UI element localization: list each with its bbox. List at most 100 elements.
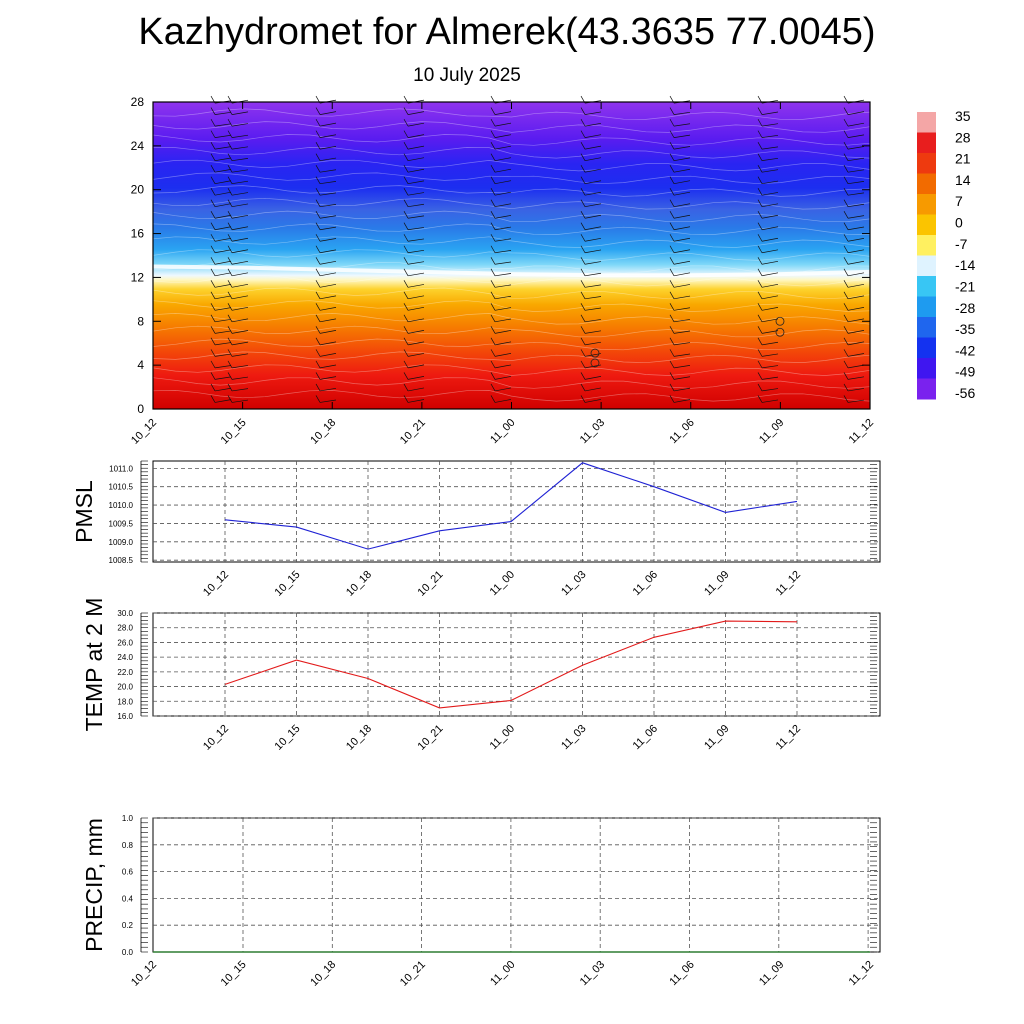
color-bar-swatch [917,153,936,174]
wind-barb [315,222,337,231]
wind-barb [315,337,337,346]
y-tick-label: 26.0 [117,638,133,647]
x-tick-label: 11_03 [559,723,589,753]
y-tick-label: 1009.5 [109,519,134,528]
wind-barb [315,349,337,357]
wind-barb [210,245,232,254]
isotherm-line [152,185,871,197]
wind-barb [227,314,249,323]
wind-barb [315,141,337,150]
isotherm-line [152,210,871,223]
wind-barb [315,360,337,369]
wind-barb [490,280,512,288]
isotherm-line [152,108,871,120]
wind-barb [843,188,865,196]
x-tick-label: 10_15 [273,723,303,753]
wind-barb [403,141,425,150]
wind-barb [490,188,512,196]
wind-barb [403,372,425,380]
panel-1: 1008.5 1009.0 1009.5 1010.0 1010.5 1011.0 10_1… [71,460,881,599]
panel-3: 0.0 0.2 0.4 0.6 0.8 1.0 10_12 10_15 10_18 10_21 11… [81,814,881,989]
wind-barb [580,291,602,300]
wind-barb [757,337,779,346]
wind-barb [403,245,425,254]
color-bar-swatch [917,132,936,154]
wind-barb [757,291,779,300]
wind-barb [315,176,337,185]
wind-barb [843,280,865,288]
wind-barb [210,118,232,127]
x-tick-label: 10_15 [219,417,249,447]
wind-barb [669,395,691,403]
wind-barb [227,372,249,380]
wind-barb [669,257,691,265]
wind-barb [227,199,249,208]
x-tick-label: 11_12 [774,723,804,753]
y-tick-label: 30.0 [117,609,133,618]
y-tick-label: 12 [131,270,145,284]
wind-barb [669,349,691,357]
wind-barb [669,141,691,150]
y-tick-label: 24.0 [117,653,133,662]
wind-barb [315,199,337,208]
wind-barb [210,107,232,115]
x-tick-label: 11_00 [488,959,518,989]
wind-barb [580,337,602,346]
wind-barb [490,222,512,231]
y-tick-label: 1008.5 [109,556,134,565]
wind-barb [227,291,249,300]
y-tick-label: 20.0 [117,683,133,692]
y-tick-label: 16 [131,227,145,241]
color-bar-swatch [917,337,936,359]
wind-barb [227,360,249,369]
wind-barb [843,303,865,311]
wind-barb [757,164,779,173]
wind-barb [757,199,779,208]
wind-barb [315,395,337,403]
wind-barb [757,360,779,369]
color-bar-swatch [917,378,936,400]
wind-barb [757,383,779,392]
wind-barb [403,303,425,311]
wind-barb [403,222,425,231]
x-tick-label: 10_15 [273,569,303,599]
x-tick-label: 10_12 [129,959,159,989]
panel-frame [152,817,881,953]
wind-barb [580,395,602,403]
calm-wind-circle [775,327,785,337]
wind-barb [843,130,865,138]
wind-barb [403,199,425,208]
x-tick-label: 11_09 [757,417,787,447]
isotherm-line [152,300,871,312]
wind-barb [580,326,602,334]
color-bar-label: -35 [955,321,975,337]
color-bar-label: 21 [955,151,971,167]
wind-barb [403,188,425,196]
color-bar: 35 28 21 14 7 0 -7 -14 -21 -28 -35 -42 -49 -56 [917,108,975,401]
wind-barb [403,360,425,369]
wind-barb [580,153,602,162]
x-tick-label: 11_12 [847,959,877,989]
wind-barb [210,291,232,300]
wind-barb [843,268,865,277]
wind-barb [315,291,337,300]
x-tick-label: 10_21 [398,959,428,989]
color-bar-label: -49 [955,364,975,380]
x-tick-label: 11_09 [757,959,787,989]
x-tick-label: 11_09 [702,723,732,753]
wind-barb [227,118,249,127]
wind-barb [490,257,512,265]
x-tick-label: 10_15 [219,959,249,989]
wind-barb [843,141,865,150]
x-tick-label: 10_21 [416,569,446,599]
wind-barb [580,211,602,219]
x-tick-label: 11_06 [631,723,661,753]
color-bar-label: -14 [955,257,975,273]
wind-barb [757,107,779,115]
isotherm-line [152,197,871,210]
wind-barb [315,268,337,277]
wind-barb [403,326,425,334]
y-tick-label: 16.0 [117,712,133,721]
wind-barb [490,141,512,150]
